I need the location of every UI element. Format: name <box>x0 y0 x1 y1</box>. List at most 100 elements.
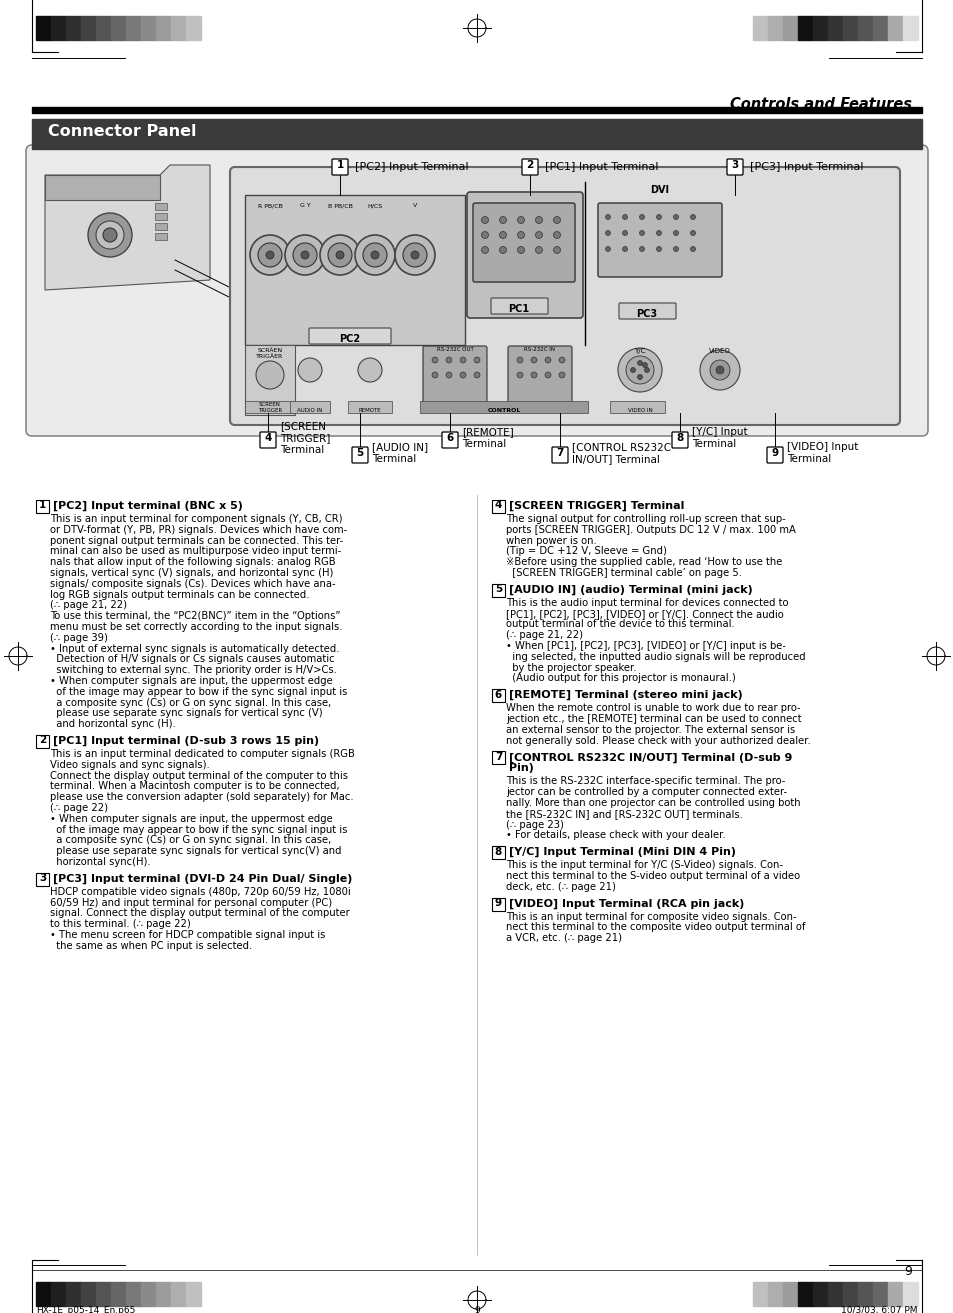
Bar <box>141 16 156 39</box>
Circle shape <box>618 348 661 393</box>
FancyBboxPatch shape <box>467 192 582 318</box>
FancyBboxPatch shape <box>230 167 899 425</box>
Bar <box>66 1281 81 1306</box>
Circle shape <box>630 368 635 373</box>
Circle shape <box>641 362 647 368</box>
Circle shape <box>355 235 395 274</box>
Text: 3: 3 <box>731 160 738 169</box>
Circle shape <box>673 231 678 235</box>
FancyBboxPatch shape <box>332 159 348 175</box>
Bar <box>857 1281 872 1306</box>
Text: This is an input terminal for composite video signals. Con-: This is an input terminal for composite … <box>505 911 796 922</box>
Circle shape <box>639 214 644 219</box>
Bar <box>81 1281 96 1306</box>
Text: B PB/CB: B PB/CB <box>327 204 352 207</box>
Circle shape <box>328 243 352 267</box>
Circle shape <box>622 214 627 219</box>
Circle shape <box>371 251 378 259</box>
Text: not generally sold. Please check with your authorized dealer.: not generally sold. Please check with yo… <box>505 735 810 746</box>
Text: terminal. When a Macintosh computer is to be connected,: terminal. When a Macintosh computer is t… <box>50 781 339 792</box>
Text: jector can be controlled by a computer connected exter-: jector can be controlled by a computer c… <box>505 788 786 797</box>
Bar <box>36 16 51 39</box>
Text: by the projector speaker.: by the projector speaker. <box>505 663 636 672</box>
Text: [PC1] Input Terminal: [PC1] Input Terminal <box>544 161 658 172</box>
Text: 7: 7 <box>556 448 563 458</box>
Text: HDCP compatible video signals (480p, 720p 60/59 Hz, 1080i: HDCP compatible video signals (480p, 720… <box>50 886 351 897</box>
FancyBboxPatch shape <box>422 347 486 404</box>
Text: (Audio output for this projector is monaural.): (Audio output for this projector is mona… <box>505 674 735 683</box>
Bar <box>348 400 392 414</box>
Text: [VIDEO] Input Terminal (RCA pin jack): [VIDEO] Input Terminal (RCA pin jack) <box>509 898 743 909</box>
Text: [SCREEN TRIGGER] Terminal: [SCREEN TRIGGER] Terminal <box>509 502 683 511</box>
Bar <box>767 16 782 39</box>
Circle shape <box>446 357 452 362</box>
Bar <box>154 213 167 221</box>
Text: [PC1], [PC2], [PC3], [VIDEO] or [Y/C]. Connect the audio: [PC1], [PC2], [PC3], [VIDEO] or [Y/C]. C… <box>505 609 783 618</box>
Text: please use separate sync signals for vertical sync (V): please use separate sync signals for ver… <box>50 709 322 718</box>
Text: [VIDEO] Input
Terminal: [VIDEO] Input Terminal <box>786 442 858 463</box>
Bar <box>827 1281 842 1306</box>
Circle shape <box>357 358 381 382</box>
Circle shape <box>558 372 564 378</box>
Circle shape <box>637 374 641 379</box>
Circle shape <box>544 372 551 378</box>
Circle shape <box>301 251 309 259</box>
Bar <box>171 16 186 39</box>
Text: a composite sync (Cs) or G on sync signal. In this case,: a composite sync (Cs) or G on sync signa… <box>50 835 331 846</box>
Circle shape <box>605 247 610 252</box>
Bar <box>872 16 887 39</box>
Text: a composite sync (Cs) or G on sync signal. In this case,: a composite sync (Cs) or G on sync signa… <box>50 697 331 708</box>
Text: [AUDIO IN] (audio) Terminal (mini jack): [AUDIO IN] (audio) Terminal (mini jack) <box>509 584 752 595</box>
FancyBboxPatch shape <box>492 846 504 859</box>
Text: when power is on.: when power is on. <box>505 536 597 546</box>
Circle shape <box>553 217 560 223</box>
Bar <box>111 1281 126 1306</box>
Text: minal can also be used as multipurpose video input termi-: minal can also be used as multipurpose v… <box>50 546 341 557</box>
Circle shape <box>363 243 387 267</box>
Text: a VCR, etc. (∴ page 21): a VCR, etc. (∴ page 21) <box>505 934 621 943</box>
Circle shape <box>411 251 418 259</box>
Text: 9: 9 <box>474 1306 479 1313</box>
Text: [PC3] Input Terminal: [PC3] Input Terminal <box>749 161 862 172</box>
Text: (∴ page 21, 22): (∴ page 21, 22) <box>505 630 582 641</box>
FancyBboxPatch shape <box>521 159 537 175</box>
Bar <box>245 196 464 345</box>
Text: output terminal of the device to this terminal.: output terminal of the device to this te… <box>505 620 734 629</box>
Bar <box>154 232 167 240</box>
Bar <box>96 1281 111 1306</box>
Circle shape <box>535 217 542 223</box>
Circle shape <box>459 357 465 362</box>
Bar <box>111 16 126 39</box>
Text: SCREEN
TRIGGER: SCREEN TRIGGER <box>257 402 282 414</box>
Text: VIDEO IN: VIDEO IN <box>627 408 652 414</box>
Circle shape <box>558 357 564 362</box>
FancyBboxPatch shape <box>492 898 504 911</box>
Text: nect this terminal to the S-video output terminal of a video: nect this terminal to the S-video output… <box>505 871 800 881</box>
Text: 1: 1 <box>336 160 343 169</box>
Bar <box>767 1281 782 1306</box>
Circle shape <box>517 357 522 362</box>
Text: This is an input terminal for component signals (Y, CB, CR): This is an input terminal for component … <box>50 513 342 524</box>
Text: V: V <box>413 204 416 207</box>
Text: 7: 7 <box>495 752 501 762</box>
Circle shape <box>481 247 488 253</box>
Circle shape <box>255 361 284 389</box>
Text: nect this terminal to the composite video output terminal of: nect this terminal to the composite vide… <box>505 923 804 932</box>
Text: (∴ page 21, 22): (∴ page 21, 22) <box>50 600 127 611</box>
Bar <box>171 1281 186 1306</box>
Circle shape <box>481 217 488 223</box>
Text: ing selected, the inputted audio signals will be reproduced: ing selected, the inputted audio signals… <box>505 651 804 662</box>
Circle shape <box>709 360 729 379</box>
Bar <box>36 1281 51 1306</box>
FancyBboxPatch shape <box>473 204 575 282</box>
Bar <box>126 1281 141 1306</box>
Bar <box>81 16 96 39</box>
Circle shape <box>625 356 654 383</box>
Text: • When computer signals are input, the uppermost edge: • When computer signals are input, the u… <box>50 814 333 823</box>
Circle shape <box>395 235 435 274</box>
FancyBboxPatch shape <box>766 446 782 463</box>
Bar <box>812 16 827 39</box>
Text: PC3: PC3 <box>636 309 657 319</box>
Circle shape <box>103 228 117 242</box>
Text: deck, etc. (∴ page 21): deck, etc. (∴ page 21) <box>505 882 616 892</box>
